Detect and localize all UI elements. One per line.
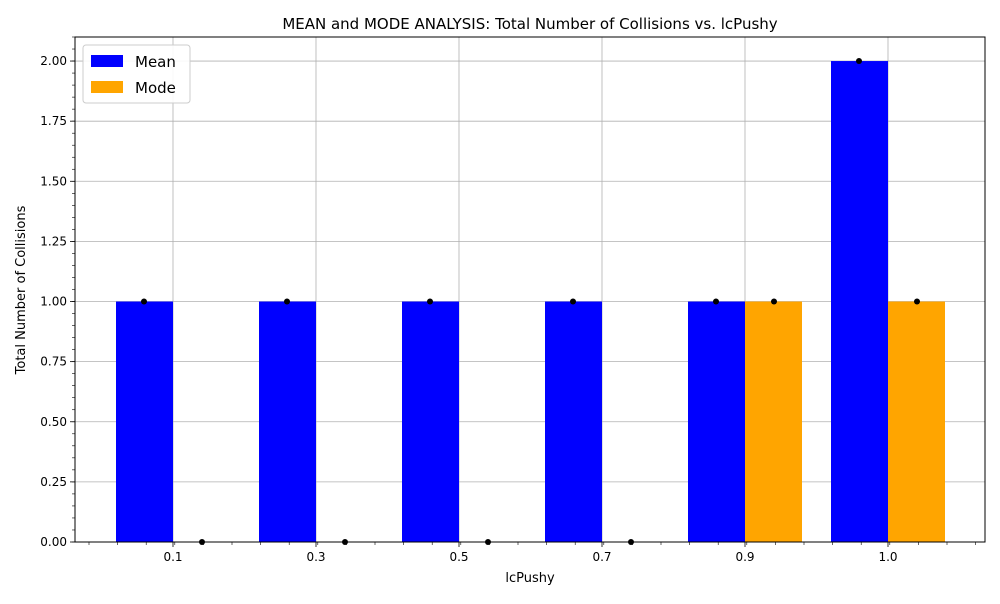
x-axis-label: lcPushy <box>505 571 555 586</box>
bars <box>116 61 945 543</box>
legend-label-mean: Mean <box>135 53 176 71</box>
bar-mean-0.3 <box>259 301 316 542</box>
y-tick-label: 0.50 <box>40 415 67 429</box>
marker-mean-0.3 <box>284 298 290 305</box>
marker-mean-0.1 <box>141 298 147 305</box>
marker-mean-1.0 <box>856 58 862 65</box>
x-tick-label: 0.3 <box>306 550 325 564</box>
bar-mean-0.1 <box>116 301 173 542</box>
x-tick-label: 0.9 <box>735 550 754 564</box>
y-tick-label: 0.75 <box>40 355 67 369</box>
chart-title: MEAN and MODE ANALYSIS: Total Number of … <box>282 15 777 33</box>
legend-swatch-mode <box>91 81 123 93</box>
x-tick-label: 1.0 <box>878 550 897 564</box>
y-tick-label: 2.00 <box>40 54 67 68</box>
y-tick-label: 0.25 <box>40 475 67 489</box>
marker-mean-0.7 <box>570 298 576 305</box>
legend-label-mode: Mode <box>135 79 176 97</box>
y-axis-label: Total Number of Collisions <box>14 205 29 375</box>
bar-mode-0.9 <box>745 301 802 542</box>
bar-mean-0.9 <box>688 301 745 542</box>
marker-mode-0.9 <box>771 298 777 305</box>
axes <box>70 36 986 547</box>
legend: Mean Mode <box>82 44 191 104</box>
marker-mode-1.0 <box>914 298 920 305</box>
y-tick-label: 0.00 <box>40 535 67 549</box>
y-tick-labels: 0.00 0.25 0.50 0.75 1.00 1.25 1.50 1.75 2.00 <box>40 54 67 549</box>
bar-mean-0.7 <box>545 301 602 542</box>
bar-mean-1.0 <box>831 61 888 543</box>
legend-swatch-mean <box>91 55 123 67</box>
bar-mode-1.0 <box>888 301 945 542</box>
plot-frame <box>74 36 986 543</box>
x-tick-labels: 0.1 0.3 0.5 0.7 0.9 1.0 <box>163 550 897 564</box>
y-tick-label: 1.50 <box>40 174 67 188</box>
marker-mean-0.9 <box>713 298 719 305</box>
x-tick-label: 0.7 <box>592 550 611 564</box>
marker-mean-0.5 <box>427 298 433 305</box>
x-tick-label: 0.5 <box>449 550 468 564</box>
y-tick-label: 1.25 <box>40 234 67 248</box>
x-tick-label: 0.1 <box>163 550 182 564</box>
y-tick-label: 1.00 <box>40 295 67 309</box>
y-tick-label: 1.75 <box>40 114 67 128</box>
bar-mean-0.5 <box>402 301 459 542</box>
